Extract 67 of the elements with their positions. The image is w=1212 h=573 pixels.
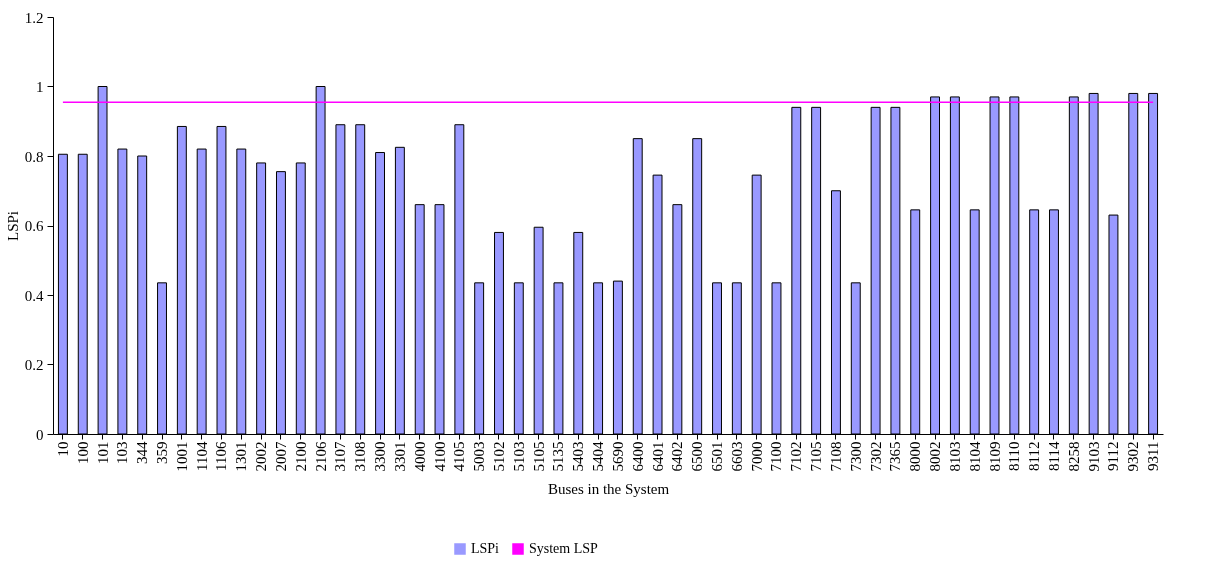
x-tick-label: 5135 xyxy=(550,441,567,472)
x-tick-label: 8104 xyxy=(966,441,983,472)
y-tick-label: 1 xyxy=(36,79,44,95)
x-tick-label: 103 xyxy=(114,441,131,464)
x-tick-label: 3107 xyxy=(332,441,349,472)
x-tick-label: 1001 xyxy=(173,441,190,472)
x-tick-label: 101 xyxy=(94,441,111,464)
x-tick-label: 5404 xyxy=(590,441,607,472)
x-tick-label: 9302 xyxy=(1125,441,1142,472)
x-tick-label: 6500 xyxy=(689,441,706,472)
x-tick-label: 8000 xyxy=(907,441,924,472)
x-tick-label: 7102 xyxy=(788,441,805,472)
x-tick-label: 3300 xyxy=(372,441,389,472)
x-tick-label: 3301 xyxy=(391,441,408,472)
x-tick-label: 7365 xyxy=(887,441,904,472)
x-tick-label: 5003 xyxy=(471,441,488,472)
x-tick-label: 8112 xyxy=(1026,441,1043,471)
x-tick-label: 5105 xyxy=(530,441,547,472)
y-tick-label: 0.4 xyxy=(24,287,44,304)
y-tick-label: 0.8 xyxy=(24,148,44,165)
x-tick-label: 6501 xyxy=(709,441,726,472)
y-tick-label: 0.2 xyxy=(24,357,44,373)
x-tick-label: 6401 xyxy=(649,441,666,472)
x-tick-label: 4100 xyxy=(431,441,448,472)
x-tick-label: 9311 xyxy=(1145,441,1162,471)
legend-label: System LSP xyxy=(529,541,599,556)
x-tick-label: 6603 xyxy=(728,441,745,472)
x-tick-label: 2007 xyxy=(272,441,289,472)
y-axis-title: LSPi xyxy=(4,210,21,242)
x-tick-label: 7108 xyxy=(827,441,844,472)
x-tick-label: 100 xyxy=(74,441,91,464)
x-tick-label: 7105 xyxy=(808,441,825,472)
x-tick-label: 7302 xyxy=(867,441,884,472)
x-tick-label: 359 xyxy=(154,441,171,464)
x-tick-label: 2100 xyxy=(292,441,309,472)
x-tick-label: 2002 xyxy=(253,441,270,472)
x-tick-label: 5403 xyxy=(570,441,587,472)
x-tick-label: 7000 xyxy=(748,441,765,472)
x-tick-label: 9103 xyxy=(1085,441,1102,472)
x-tick-label: 1106 xyxy=(213,441,230,471)
y-tick-label: 0 xyxy=(36,426,44,443)
x-tick-label: 8109 xyxy=(986,441,1003,472)
x-tick-label: 5102 xyxy=(490,441,507,472)
x-tick-label: 4105 xyxy=(451,441,468,472)
x-tick-label: 1301 xyxy=(233,441,250,472)
legend-label: LSPi xyxy=(471,541,500,556)
x-tick-label: 8103 xyxy=(946,441,963,472)
x-tick-label: 10 xyxy=(54,441,71,457)
x-tick-label: 8114 xyxy=(1045,441,1062,471)
x-tick-label: 344 xyxy=(134,441,151,464)
y-tick-label: 0.6 xyxy=(24,218,44,234)
x-tick-label: 7300 xyxy=(847,441,864,472)
x-tick-label: 5103 xyxy=(510,441,527,472)
x-tick-label: 8110 xyxy=(1006,441,1023,471)
x-tick-label: 5690 xyxy=(609,441,626,472)
x-tick-label: 3108 xyxy=(352,441,369,472)
x-tick-label: 1104 xyxy=(193,441,210,471)
x-tick-label: 8258 xyxy=(1065,441,1082,472)
x-axis-title: Buses in the System xyxy=(547,480,670,497)
x-tick-label: 8002 xyxy=(927,441,944,472)
y-tick-label: 1.2 xyxy=(24,9,44,26)
x-tick-label: 4000 xyxy=(411,441,428,472)
x-tick-label: 9112 xyxy=(1105,441,1122,471)
x-tick-label: 6400 xyxy=(629,441,646,472)
x-tick-label: 2106 xyxy=(312,441,329,472)
x-tick-label: 7100 xyxy=(768,441,785,472)
x-tick-label: 6402 xyxy=(669,441,686,472)
